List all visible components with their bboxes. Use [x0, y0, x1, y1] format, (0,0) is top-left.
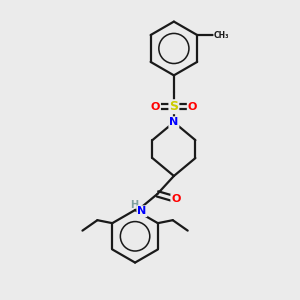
Text: N: N	[169, 117, 178, 127]
Text: N: N	[137, 206, 147, 216]
Text: O: O	[188, 102, 197, 112]
Text: O: O	[171, 194, 181, 204]
Text: S: S	[169, 100, 178, 113]
Text: O: O	[151, 102, 160, 112]
Text: H: H	[130, 200, 138, 210]
Text: CH₃: CH₃	[214, 31, 230, 40]
